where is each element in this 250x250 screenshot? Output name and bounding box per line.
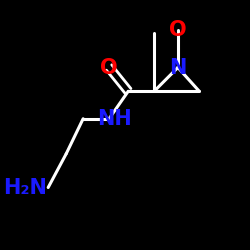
Text: O: O (169, 20, 187, 40)
Text: O: O (100, 58, 118, 78)
Text: NH: NH (97, 109, 132, 129)
Text: H₂N: H₂N (3, 178, 47, 198)
Text: N: N (169, 58, 186, 78)
